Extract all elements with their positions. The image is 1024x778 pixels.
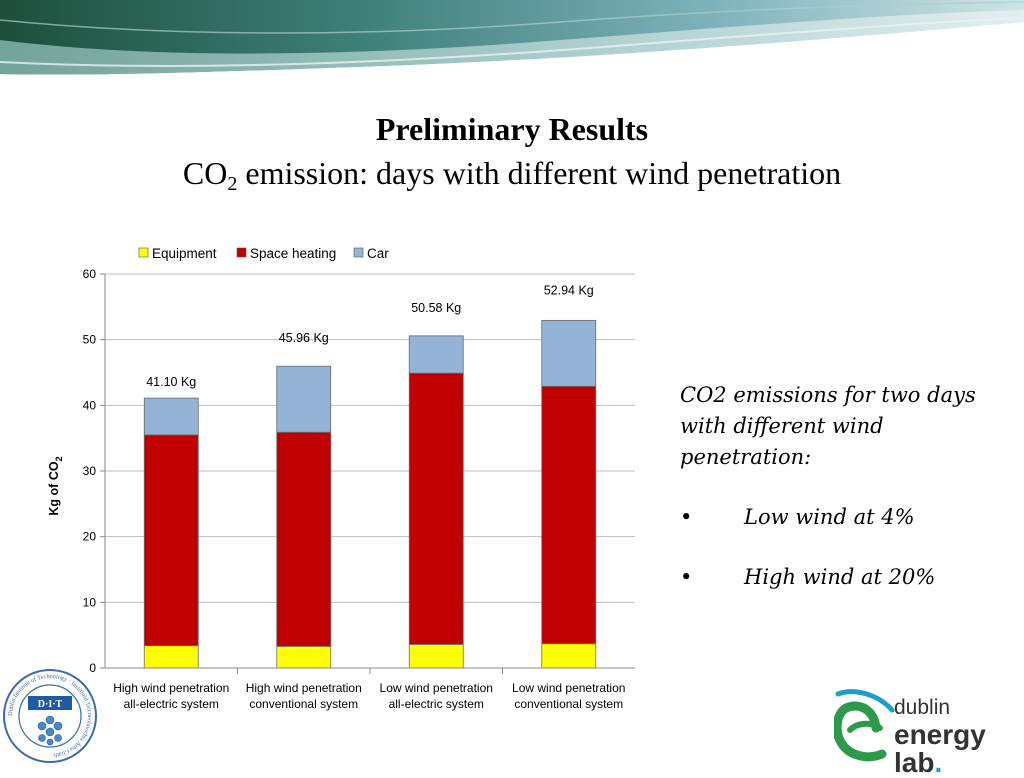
- y-tick-label: 40: [83, 398, 97, 412]
- x-category-label: High wind penetration: [113, 681, 229, 695]
- chart-legend: Equipment Space heating Car: [138, 246, 389, 261]
- x-category-label: High wind penetration: [246, 681, 362, 695]
- x-category-label: conventional system: [514, 697, 623, 711]
- bar-segment-equipment: [408, 643, 464, 669]
- bar-segment-car: [276, 365, 332, 433]
- subtitle-subscript: 2: [227, 173, 238, 195]
- total-label: 41.10 Kg: [146, 375, 196, 389]
- side-text: CO2 emissions for two days with differen…: [680, 380, 1000, 622]
- bar-segment-equipment: [276, 645, 332, 669]
- stacked-bar-chart: Equipment Space heating Car 0 10 20 30 40 50 6…: [47, 246, 635, 711]
- bullet-text: High wind at 20%: [744, 565, 936, 589]
- legend-label-equipment: Equipment: [152, 246, 217, 261]
- bar-segment-space-heating: [143, 434, 199, 647]
- y-tick-label: 30: [83, 464, 97, 478]
- x-category-label: all-electric system: [124, 697, 219, 711]
- header-banner: [0, 0, 1024, 78]
- total-labels: 41.10 Kg 45.96 Kg 50.58 Kg 52.94 Kg: [146, 283, 594, 389]
- subtitle-prefix: CO: [182, 155, 228, 191]
- y-tick-label: 0: [89, 661, 96, 675]
- bullet-item: • Low wind at 4%: [680, 502, 1000, 533]
- x-category-label: Low wind penetration: [512, 681, 625, 695]
- slide-title: Preliminary Results: [375, 111, 649, 147]
- y-tick-label: 50: [83, 333, 97, 347]
- legend-label-space-heating: Space heating: [250, 246, 336, 261]
- total-label: 45.96 Kg: [279, 331, 329, 345]
- side-intro: CO2 emissions for two days with differen…: [680, 383, 976, 469]
- subtitle-suffix: emission: days with different wind penet…: [237, 155, 842, 191]
- logo-line-energy-lab: energy lab.: [894, 721, 1024, 777]
- y-tick-label: 10: [83, 595, 97, 609]
- x-category-label: conventional system: [249, 697, 358, 711]
- bar-segment-space-heating: [541, 385, 597, 645]
- x-axis-categories: High wind penetration all-electric system…: [113, 668, 625, 711]
- y-tick-label: 20: [83, 530, 97, 544]
- legend-swatch-space-heating: [236, 247, 247, 258]
- y-tick-label: 60: [83, 267, 97, 281]
- dit-logo-text: D·I·T: [38, 699, 63, 710]
- bar-segment-car: [541, 319, 597, 387]
- logo-dot: .: [934, 747, 943, 778]
- bar-segment-equipment: [541, 643, 597, 669]
- legend-swatch-car: [353, 247, 364, 258]
- chart-axes: [104, 274, 635, 669]
- bar-segment-space-heating: [276, 431, 332, 647]
- y-axis-label-subscript: 2: [54, 456, 64, 461]
- slide-subtitle: CO2 emission: days with different wind p…: [0, 150, 1024, 207]
- bar-segment-space-heating: [408, 372, 464, 645]
- bar-segment-equipment: [143, 645, 199, 669]
- bullet-symbol: •: [680, 505, 693, 529]
- bullet-symbol: •: [680, 565, 693, 589]
- y-axis-label-main: Kg of CO: [47, 461, 61, 515]
- x-category-label: Low wind penetration: [380, 681, 493, 695]
- dublin-energy-lab-logo: [834, 689, 895, 762]
- x-category-label: all-electric system: [389, 697, 484, 711]
- y-axis-label: Kg of CO2: [47, 456, 64, 515]
- slide-title-block: Preliminary Results CO2 emission: days w…: [0, 108, 1024, 207]
- y-axis-ticks: 0 10 20 30 40 50 60: [83, 267, 105, 675]
- bar-segment-car: [408, 335, 464, 374]
- chart-bars: [143, 319, 597, 669]
- bullet-item: • High wind at 20%: [680, 562, 1000, 593]
- legend-swatch-equipment: [138, 247, 149, 258]
- dublin-energy-lab-wordmark: dublin energy lab.: [894, 697, 1024, 777]
- total-label: 52.94 Kg: [544, 283, 594, 297]
- logo-line-dublin: dublin: [894, 696, 951, 719]
- bar-segment-car: [143, 397, 199, 436]
- dit-logo: Dublin Institute of Technology · Institi…: [3, 669, 97, 763]
- bullet-text: Low wind at 4%: [744, 505, 915, 529]
- legend-label-car: Car: [367, 246, 389, 261]
- total-label: 50.58 Kg: [411, 301, 461, 315]
